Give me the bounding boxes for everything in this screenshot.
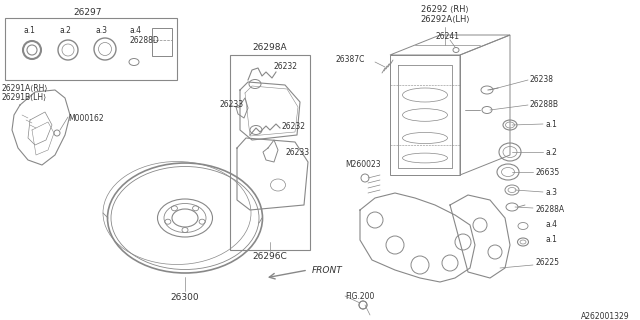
- Text: A262001329: A262001329: [581, 312, 630, 320]
- Text: 26232: 26232: [273, 62, 297, 71]
- Text: a.3: a.3: [545, 188, 557, 197]
- Text: M000162: M000162: [68, 114, 104, 123]
- Text: a.3: a.3: [96, 26, 108, 35]
- Text: 26238: 26238: [530, 75, 554, 84]
- Bar: [152, 28, 172, 56]
- Text: a.4: a.4: [545, 220, 557, 229]
- Text: 26298A: 26298A: [253, 43, 287, 52]
- Text: 26225: 26225: [535, 258, 559, 267]
- Text: a.2: a.2: [60, 26, 72, 35]
- Text: a.2: a.2: [545, 148, 557, 157]
- Text: 26292A⟨LH⟩: 26292A⟨LH⟩: [420, 15, 470, 24]
- Bar: [5, 18, 177, 80]
- Text: a.1: a.1: [545, 120, 557, 129]
- Text: 26292 ⟨RH⟩: 26292 ⟨RH⟩: [421, 5, 469, 14]
- Text: 26297: 26297: [74, 8, 102, 17]
- Text: a.1: a.1: [545, 235, 557, 244]
- Text: 26232: 26232: [281, 122, 305, 131]
- Text: 26291B⟨LH⟩: 26291B⟨LH⟩: [2, 93, 47, 102]
- Text: 26288A: 26288A: [535, 205, 564, 214]
- Text: 26233: 26233: [219, 100, 243, 109]
- Text: 26291A⟨RH⟩: 26291A⟨RH⟩: [2, 84, 49, 93]
- Text: 26635: 26635: [535, 168, 559, 177]
- Text: 26288D: 26288D: [130, 36, 160, 45]
- Text: 26241: 26241: [435, 32, 459, 41]
- Text: 26300: 26300: [171, 293, 199, 302]
- Text: FIG.200: FIG.200: [345, 292, 374, 301]
- Text: 26233: 26233: [285, 148, 309, 157]
- Text: 26387C: 26387C: [335, 55, 364, 64]
- Text: 26296C: 26296C: [253, 252, 287, 261]
- Text: 26288B: 26288B: [530, 100, 559, 109]
- Text: a.4: a.4: [130, 26, 142, 35]
- Bar: [230, 55, 310, 250]
- Text: a.1: a.1: [24, 26, 36, 35]
- Text: M260023: M260023: [345, 160, 381, 169]
- Text: FRONT: FRONT: [312, 266, 343, 275]
